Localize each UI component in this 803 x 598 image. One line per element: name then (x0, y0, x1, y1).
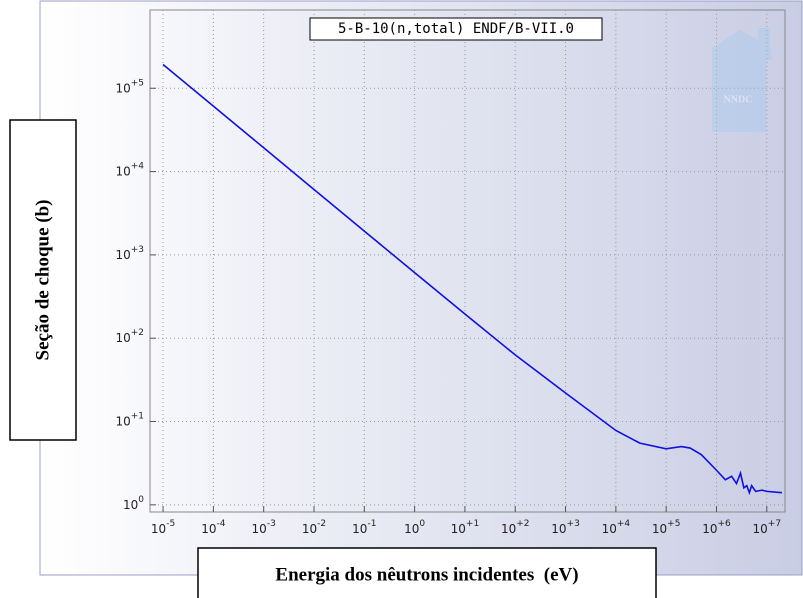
tick-label: 10-2 (302, 519, 326, 536)
tick-label: 10+3 (551, 519, 580, 536)
watermark-logo: NNDC (712, 28, 772, 132)
panel (39, 0, 803, 576)
tick-label: 10+4 (115, 161, 144, 178)
tick-label: 10-4 (201, 519, 226, 536)
y-label-box (9, 119, 77, 441)
tick-label: 10+5 (115, 78, 144, 95)
tick-label: 10+4 (602, 519, 631, 536)
tick-label: 10+1 (115, 411, 144, 428)
watermark: NNDC (724, 94, 753, 105)
x-axis-label: Energia dos nêutrons incidentes (eV) (275, 564, 578, 585)
tick-label: 10+5 (652, 519, 681, 536)
tick-label: 10-5 (151, 519, 175, 536)
data-line (162, 63, 783, 496)
title-box (309, 17, 603, 41)
tick-label: 10+6 (702, 519, 731, 536)
chart-title: 5-B-10(n,total) ENDF/B-VII.0 (338, 21, 574, 37)
tick-label: 10+1 (451, 519, 480, 536)
plot-frame (149, 9, 786, 513)
tick-label: 100 (123, 494, 144, 511)
tick-label: 10+3 (115, 244, 144, 261)
tick-label: 10-1 (352, 519, 376, 536)
tick-label: 10+2 (115, 328, 144, 345)
tick-label: 10-3 (252, 519, 276, 536)
tick-label: 10+2 (501, 519, 530, 536)
tick-label: 10+7 (753, 519, 782, 536)
y-axis-label: Seção de choque (b) (32, 200, 53, 361)
tick-label: 100 (404, 519, 425, 536)
x-label-box (197, 547, 657, 598)
